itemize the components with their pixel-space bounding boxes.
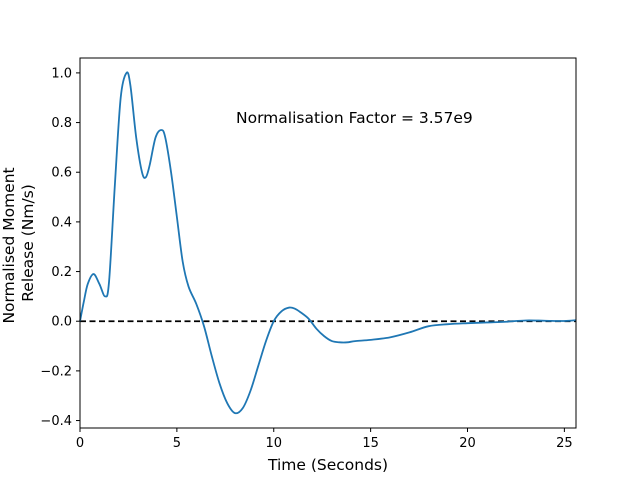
x-tick-label: 0: [76, 436, 84, 451]
y-axis-ticks: −0.4 −0.2 0.0 0.2 0.4 0.6 0.8 1.0: [40, 66, 80, 429]
x-tick-label: 10: [265, 436, 282, 451]
y-axis-label: Normalised Moment Release (Nm/s): [0, 162, 37, 323]
x-axis-label: Time (Seconds): [267, 456, 388, 474]
normalisation-annotation: Normalisation Factor = 3.57e9: [236, 109, 473, 127]
y-axis-label-line-1: Normalised Moment: [0, 167, 18, 323]
x-tick-label: 25: [556, 436, 573, 451]
y-tick-label: 0.2: [51, 265, 72, 280]
y-tick-label: −0.4: [40, 414, 72, 429]
series-line: [79, 71, 577, 415]
x-tick-label: 5: [173, 436, 181, 451]
plot-area: [79, 57, 577, 429]
y-tick-label: 0.4: [51, 215, 72, 230]
y-axis-label-line-2: Release (Nm/s): [19, 184, 37, 302]
y-tick-label: 0.0: [51, 315, 72, 330]
y-tick-label: −0.2: [40, 364, 72, 379]
x-tick-label: 15: [362, 436, 379, 451]
y-tick-label: 0.8: [51, 116, 72, 131]
y-tick-label: 1.0: [51, 66, 72, 81]
x-axis-ticks: 0 5 10 15 20 25: [76, 428, 573, 451]
y-tick-label: 0.6: [51, 166, 72, 181]
plot-frame: [79, 57, 577, 429]
x-tick-label: 20: [459, 436, 476, 451]
